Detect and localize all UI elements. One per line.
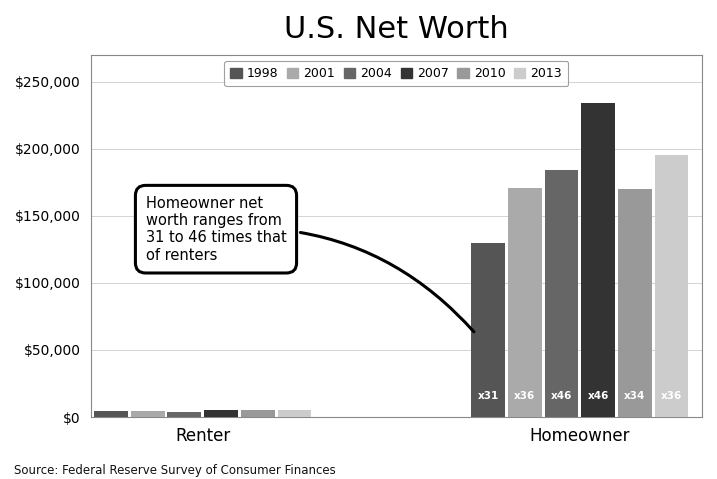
Legend: 1998, 2001, 2004, 2007, 2010, 2013: 1998, 2001, 2004, 2007, 2010, 2013 <box>224 61 569 86</box>
Bar <box>204 411 238 417</box>
Bar <box>277 410 311 417</box>
Bar <box>471 242 505 417</box>
Title: U.S. Net Worth: U.S. Net Worth <box>284 15 508 44</box>
Text: x46: x46 <box>587 391 609 401</box>
Bar <box>544 170 578 417</box>
Bar <box>581 103 615 417</box>
Text: x36: x36 <box>514 391 536 401</box>
Bar <box>168 412 201 417</box>
Bar <box>241 411 275 417</box>
Text: Homeowner net
worth ranges from
31 to 46 times that
of renters: Homeowner net worth ranges from 31 to 46… <box>146 195 474 332</box>
Bar <box>655 155 688 417</box>
Text: x34: x34 <box>624 391 645 401</box>
Bar <box>130 411 164 417</box>
Bar <box>508 188 541 417</box>
Bar <box>618 189 652 417</box>
Text: x36: x36 <box>661 391 682 401</box>
Text: Source: Federal Reserve Survey of Consumer Finances: Source: Federal Reserve Survey of Consum… <box>14 464 336 477</box>
Text: x46: x46 <box>551 391 572 401</box>
Bar <box>94 411 128 417</box>
Text: x31: x31 <box>478 391 498 401</box>
